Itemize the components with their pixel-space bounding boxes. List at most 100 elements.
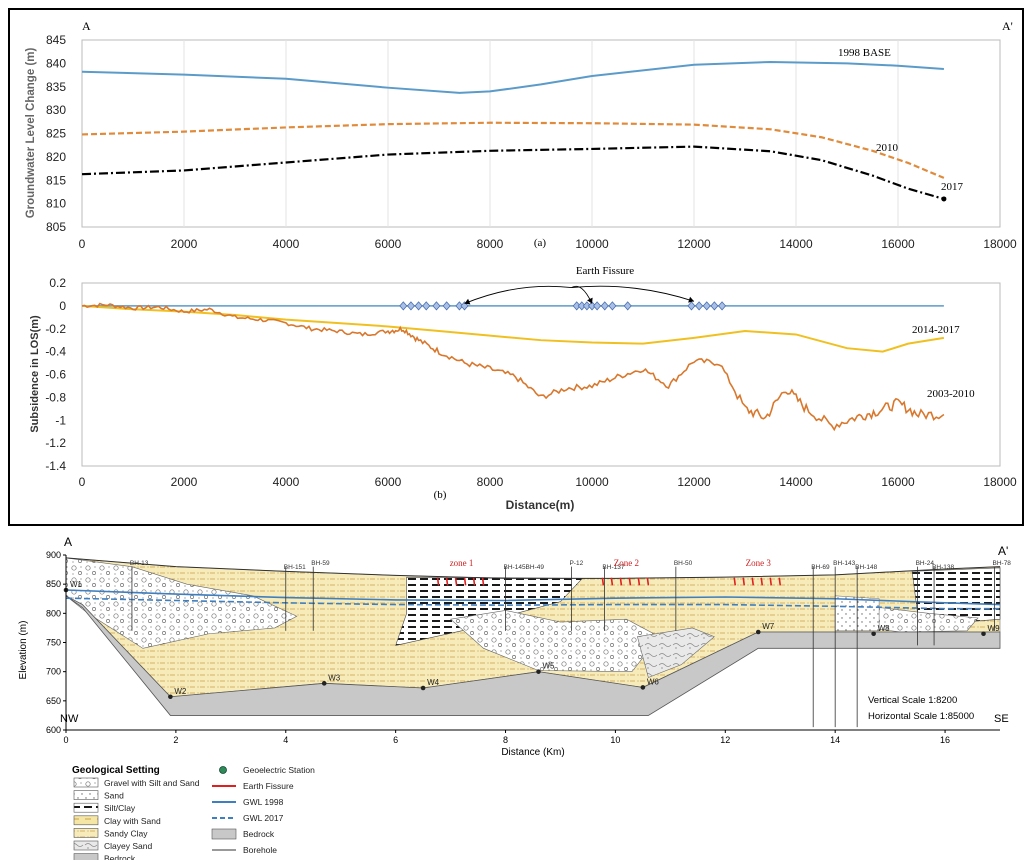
- y-tick-a: 825: [46, 127, 66, 141]
- direction-nw: NW: [60, 713, 79, 725]
- well-point: [640, 685, 646, 690]
- series-label-2017: 2017: [941, 181, 964, 193]
- x-tick-b: 10000: [575, 475, 609, 489]
- well-label: W9: [988, 624, 1001, 633]
- x-tick-b: 14000: [779, 475, 813, 489]
- borehole-label: BH-137: [602, 564, 624, 571]
- well-point: [536, 669, 541, 674]
- zone-label: Zone 2: [614, 558, 639, 568]
- borehole-label: BH-13: [130, 560, 149, 567]
- fissure-marker: [406, 301, 415, 311]
- series-line-2003-2010: [81, 302, 945, 432]
- series-label-2014-2017: 2014-2017: [912, 324, 960, 336]
- legend-swatch: [73, 802, 99, 813]
- x-tick-b: 16000: [881, 475, 915, 489]
- earth-fissure-markers: [399, 301, 727, 311]
- y-tick-c: 700: [46, 667, 61, 677]
- fissure-marker: [687, 301, 696, 311]
- horizontal-scale: Horizontal Scale 1:85000: [868, 711, 974, 722]
- fissure-marker: [623, 301, 632, 311]
- y-tick-labels-b: 0.2 0 -0.2 -0.4 -0.6 -0.8 -1 -1.2 -1.4: [45, 276, 66, 473]
- x-tick-a: 14000: [779, 237, 813, 251]
- fissure-marker: [718, 301, 727, 311]
- legend-symbol-label: GWL 1998: [243, 797, 284, 807]
- x-tick-c: 0: [63, 735, 68, 745]
- x-axis-label-c: Distance (Km): [501, 747, 564, 758]
- series-line-2010: [81, 121, 945, 179]
- fissure-marker: [460, 301, 469, 311]
- well-label: W6: [647, 677, 660, 686]
- legend-symbol-label: Borehole: [243, 845, 277, 855]
- x-tick-labels-b: 0 2000 4000 6000 8000 10000 12000 14000 16000 180…: [79, 475, 1017, 489]
- corner-label-c-left: A: [64, 535, 72, 549]
- fissure-symbol: [454, 577, 458, 586]
- borehole-label: BH-78: [993, 560, 1012, 567]
- corner-label-a-right: A': [1002, 19, 1013, 33]
- well-label: W4: [427, 678, 440, 687]
- plot-area-a: [81, 39, 1001, 228]
- borehole-label: BH-138: [932, 564, 954, 571]
- x-tick-c: 16: [940, 735, 950, 745]
- borehole-label: BH-69: [811, 564, 830, 571]
- x-tick-a: 0: [79, 237, 86, 251]
- zone-label: Zone 3: [746, 558, 772, 568]
- fissure-symbol: [619, 577, 623, 586]
- vertical-gridlines-a: [183, 40, 899, 227]
- legend-swatch: [73, 790, 99, 800]
- fissure-arrowhead: [688, 296, 694, 303]
- clayey-sand-body: [637, 627, 715, 678]
- fissure-marker: [710, 301, 719, 311]
- fissure-symbol: [751, 577, 755, 586]
- series-lines-b: [81, 302, 945, 432]
- fissure-marker: [600, 301, 609, 311]
- subsidence-chart: 0.2 0 -0.2 -0.4 -0.6 -0.8 -1 -1.2 -1.4 0 2000 4000…: [29, 265, 1017, 512]
- fissure-marker: [432, 301, 441, 311]
- x-tick-a: 18000: [983, 237, 1017, 251]
- y-tick-a: 845: [46, 33, 66, 47]
- x-tick-c: 10: [610, 735, 620, 745]
- y-tick-b: -0.4: [45, 345, 66, 359]
- fissure-marker: [442, 301, 451, 311]
- fissure-arrowhead: [464, 298, 471, 305]
- legend-geology-label: Gravel with Silt and Sand: [104, 778, 200, 788]
- well-label: W2: [174, 687, 187, 696]
- x-tick-c: 6: [393, 735, 398, 745]
- x-tick-a: 8000: [477, 237, 504, 251]
- fissure-symbol: [778, 577, 782, 586]
- fissure-marker: [593, 301, 602, 311]
- y-tick-b: -1.2: [45, 436, 66, 450]
- y-tick-b: 0.2: [49, 276, 66, 290]
- series-label-2003-2010: 2003-2010: [927, 388, 975, 400]
- well-point: [755, 629, 761, 635]
- legend-swatch: [73, 815, 99, 826]
- series-label-2010: 2010: [876, 142, 899, 154]
- legend-bedrock-symbol: [211, 828, 237, 840]
- well-label: W5: [542, 662, 555, 671]
- fissure-arrowhead: [587, 297, 593, 304]
- y-tick-b: 0: [59, 299, 66, 313]
- section-axes: 600 650 700 750 800 850 900 0 2 4 6 8 10 12 14 16: [46, 550, 1000, 745]
- geoelectric-stations: W1 W2 W3 W4 W5 W6 W7 W8 W9: [63, 580, 1001, 700]
- x-tick-c: 4: [283, 735, 288, 745]
- x-tick-a: 10000: [575, 237, 609, 251]
- fissure-symbol: [628, 577, 632, 586]
- groundwater-lines: [65, 589, 1001, 610]
- y-tick-b: -0.6: [45, 368, 66, 382]
- plot-area-b: [81, 282, 1001, 467]
- legend-title: Geological Setting: [72, 765, 160, 776]
- y-tick-b: -1: [55, 413, 66, 427]
- y-tick-b: -0.2: [45, 322, 66, 336]
- y-tick-c: 650: [46, 696, 61, 706]
- legend-swatch: [73, 853, 99, 860]
- well-label: W7: [762, 622, 775, 631]
- direction-se: SE: [994, 713, 1009, 725]
- borehole-label: BH-148: [855, 564, 877, 571]
- y-axis-label-c: Elevation (m): [18, 621, 29, 680]
- fissure-marker: [414, 301, 423, 311]
- legend-geology-label: Bedrock: [104, 854, 136, 860]
- series-lines-a: [81, 60, 947, 202]
- fissure-symbol: [472, 577, 476, 586]
- fissure-symbol: [637, 577, 641, 586]
- boreholes: BH-13 BH-151 BH-59 BH-145BH-49 P-12 BH-137 BH-…: [130, 560, 1012, 728]
